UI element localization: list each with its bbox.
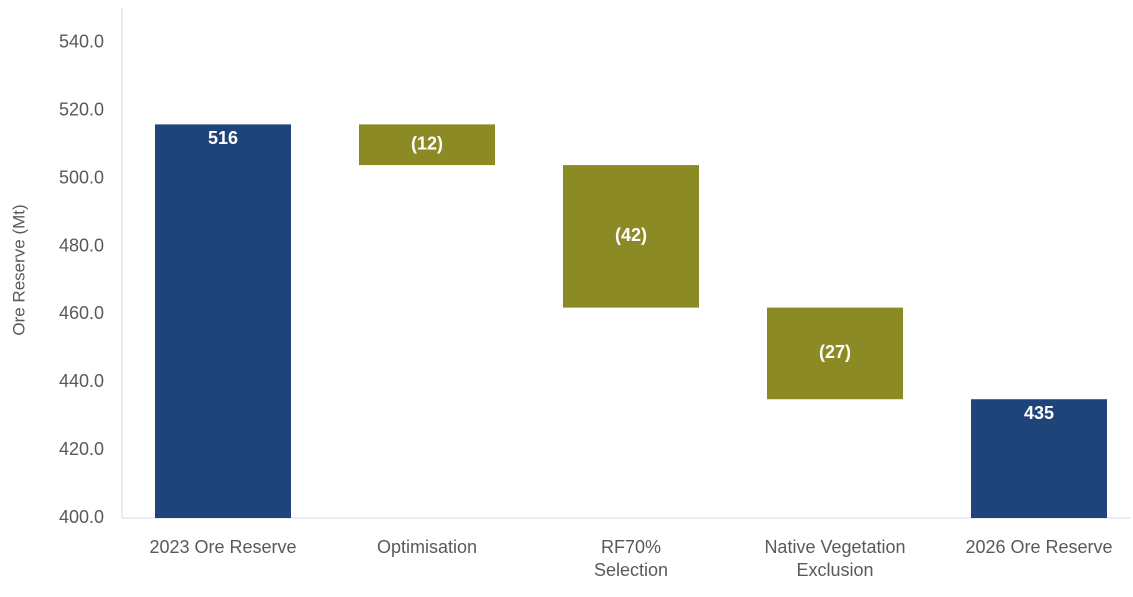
y-tick-label: 400.0	[59, 507, 104, 527]
y-tick-label: 440.0	[59, 371, 104, 391]
y-tick-label: 500.0	[59, 167, 104, 187]
x-tick-label-box: 2023 Ore Reserve	[149, 537, 297, 557]
data-label: 516	[208, 128, 238, 148]
x-tick-label: 2026 Ore Reserve	[965, 537, 1113, 557]
x-tick-label: 2023 Ore Reserve	[149, 537, 297, 557]
bar	[155, 124, 291, 518]
data-label: (12)	[411, 133, 443, 153]
bar	[359, 124, 495, 166]
x-tick-label: Native Vegetation Exclusion	[764, 537, 906, 580]
data-label: (27)	[819, 342, 851, 362]
x-tick-label-box: Optimisation	[376, 537, 478, 557]
x-tick-label: Optimisation	[376, 537, 478, 557]
y-axis-title: Ore Reserve (Mt)	[9, 204, 28, 335]
x-tick-label-box: RF70% Selection	[593, 537, 669, 580]
y-tick-label: 520.0	[59, 100, 104, 120]
y-tick-label: 540.0	[59, 32, 104, 52]
bar	[971, 399, 1107, 518]
y-tick-label: 420.0	[59, 439, 104, 459]
x-tick-label-box: Native Vegetation Exclusion	[764, 537, 906, 580]
y-tick-label: 460.0	[59, 303, 104, 323]
bar	[767, 307, 903, 400]
data-label: (42)	[615, 225, 647, 245]
x-tick-label: RF70% Selection	[593, 537, 669, 580]
y-tick-label: 480.0	[59, 235, 104, 255]
bar	[563, 165, 699, 308]
data-label: 435	[1024, 403, 1054, 423]
x-tick-label-box: 2026 Ore Reserve	[965, 537, 1113, 557]
